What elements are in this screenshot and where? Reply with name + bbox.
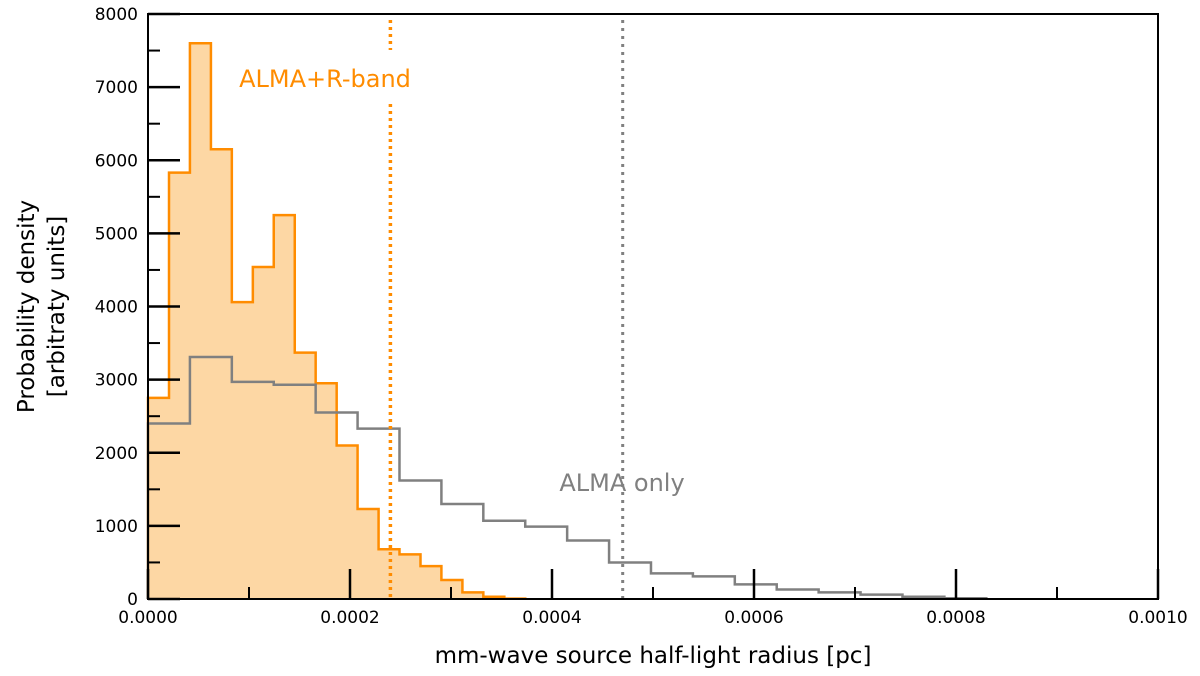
- y-tick-label: 1000: [95, 517, 138, 537]
- hist-outline-alma-only: [146, 355, 988, 600]
- x-tick-label: 0.0006: [724, 608, 783, 628]
- tick-label-layer: 0.0000 0.0002 0.0004 0.0006 0.0008 0.0010 0 100…: [95, 5, 1188, 628]
- y-tick-label: 6000: [95, 151, 138, 171]
- x-tick-label: 0.0002: [320, 608, 379, 628]
- x-tick-label: 0.0010: [1128, 608, 1187, 628]
- fill-layer: [148, 43, 526, 599]
- hist-fill-alma-r-band: [148, 43, 526, 599]
- x-tick-label: 0.0004: [522, 608, 581, 628]
- line-layer: [146, 20, 988, 600]
- y-tick-label: 0: [127, 590, 138, 610]
- y-tick-label: 3000: [95, 371, 138, 391]
- x-tick-label: 0.0000: [118, 608, 177, 628]
- y-tick-label: 4000: [95, 298, 138, 318]
- y-tick-label: 7000: [95, 78, 138, 98]
- y-tick-label: 8000: [95, 5, 138, 25]
- x-tick-label: 0.0008: [926, 608, 985, 628]
- y-axis-title-line-2: [arbitraty units]: [44, 216, 70, 398]
- y-tick-label: 2000: [95, 444, 138, 464]
- legend-label-alma-only: ALMA only: [559, 469, 684, 497]
- legend-label-alma-rband: ALMA+R-band: [239, 65, 411, 93]
- x-axis-title: mm-wave source half-light radius [pc]: [435, 643, 872, 669]
- y-axis-title-line-1: Probability density: [14, 200, 40, 413]
- hist-outline-alma-r-band: [146, 42, 527, 600]
- plot-frame: [147, 13, 1159, 600]
- y-tick-label: 5000: [95, 224, 138, 244]
